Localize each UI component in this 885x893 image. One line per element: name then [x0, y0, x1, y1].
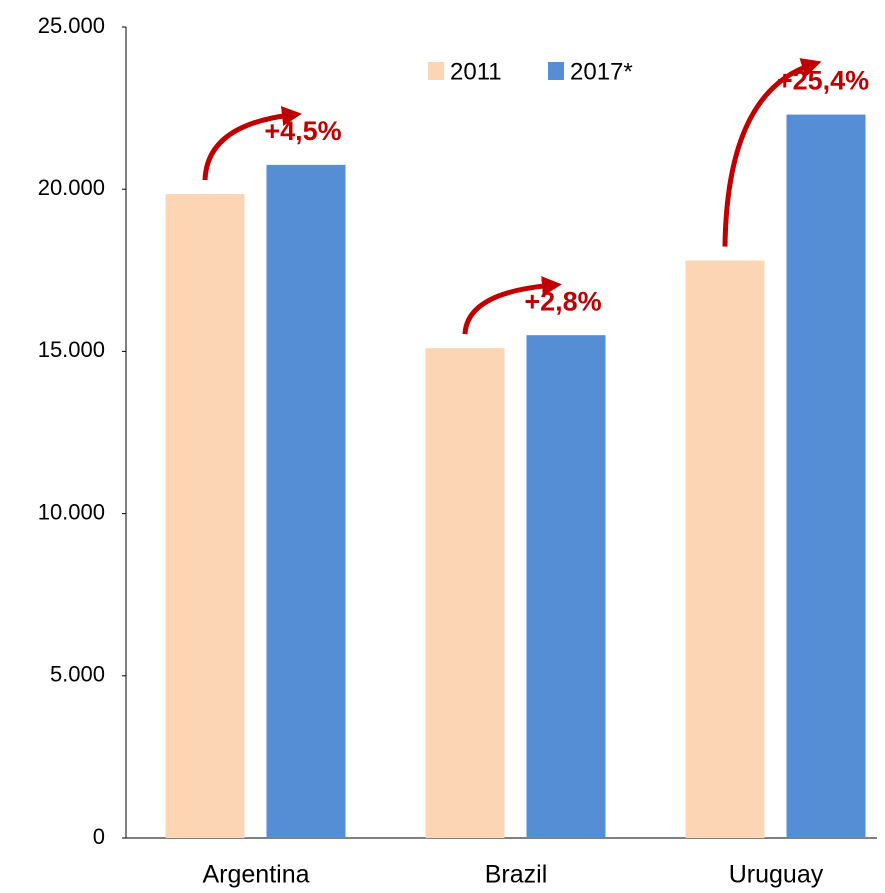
legend-label: 2011 — [450, 58, 502, 85]
bar — [425, 348, 505, 838]
growth-arrow — [202, 106, 302, 181]
y-tick-label: 20.000 — [38, 175, 105, 200]
y-tick-label: 25.000 — [38, 13, 105, 38]
bar — [786, 114, 866, 838]
bar — [685, 260, 765, 838]
growth-label: +2,8% — [524, 286, 601, 316]
y-tick-label: 0 — [93, 824, 105, 849]
bar — [526, 335, 606, 838]
legend-label: 2017* — [570, 58, 633, 85]
x-tick-label: Argentina — [202, 861, 309, 889]
legend-swatch — [548, 62, 564, 80]
growth-arrow — [722, 58, 822, 247]
bar — [266, 164, 346, 838]
growth-arrow — [462, 276, 562, 335]
y-tick-label: 10.000 — [38, 499, 105, 524]
growth-label: +4,5% — [264, 116, 341, 146]
y-tick-label: 5.000 — [50, 662, 105, 687]
x-tick-label: Uruguay — [729, 861, 824, 889]
x-tick-label: Brazil — [485, 861, 548, 889]
growth-label: +25,4% — [777, 66, 869, 96]
y-tick-label: 15.000 — [38, 337, 105, 362]
legend-swatch — [428, 62, 444, 80]
bar — [165, 194, 245, 839]
